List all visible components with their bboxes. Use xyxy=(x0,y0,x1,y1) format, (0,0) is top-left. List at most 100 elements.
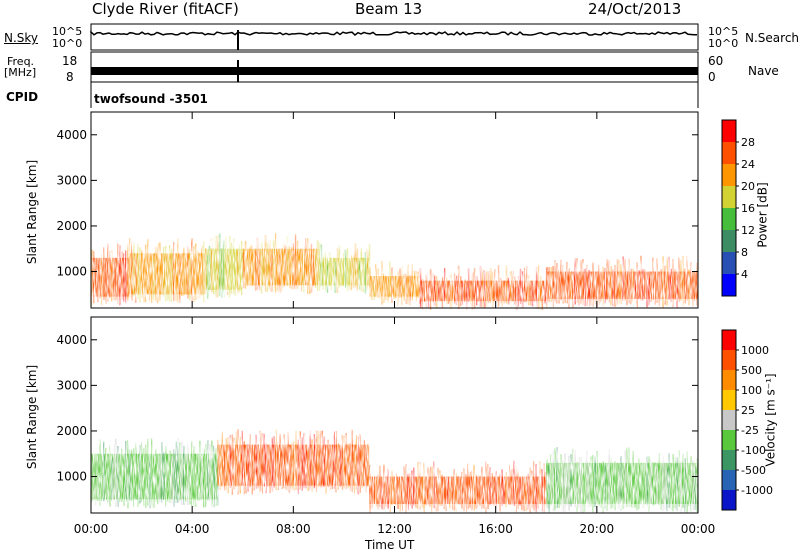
heatmap-strand xyxy=(425,274,428,308)
colorbar-tick-label: 500 xyxy=(741,364,762,377)
heatmap-strand xyxy=(379,281,381,300)
heatmap-strand xyxy=(531,470,533,509)
heatmap-strand xyxy=(375,477,377,507)
heatmap-strand xyxy=(314,253,317,288)
heatmap-strand xyxy=(99,439,101,507)
heatmap-strand xyxy=(346,247,349,292)
heatmap-strand xyxy=(233,437,236,490)
heatmap-strand xyxy=(640,255,642,301)
heatmap-strand xyxy=(666,257,668,306)
heatmap-strand xyxy=(529,285,532,306)
heatmap-strand xyxy=(336,248,339,294)
heatmap-strand xyxy=(347,443,350,489)
heatmap-strand xyxy=(417,461,419,510)
heatmap-strand xyxy=(592,262,594,307)
heatmap-strand xyxy=(684,458,686,513)
heatmap-strand xyxy=(660,467,662,510)
heatmap-strand xyxy=(259,430,262,492)
heatmap-strand xyxy=(678,257,680,302)
heatmap-strand xyxy=(323,436,326,488)
heatmap-strand xyxy=(485,271,488,307)
heatmap-strand xyxy=(457,265,460,310)
heatmap-strand xyxy=(399,268,401,298)
colorbar-segment xyxy=(722,490,736,510)
heatmap-strand xyxy=(269,451,272,494)
heatmap-strand xyxy=(198,258,201,298)
colorbar-tick-label: 16 xyxy=(741,202,755,215)
heatmap-strand xyxy=(295,430,298,490)
heatmap-strand xyxy=(101,254,103,306)
heatmap-strand xyxy=(141,442,143,502)
heatmap-strand xyxy=(646,272,648,308)
heatmap-strand xyxy=(431,466,433,513)
heatmap-strand xyxy=(157,459,159,505)
heatmap-strand xyxy=(521,479,523,511)
colorbar-tick-label: -100 xyxy=(741,444,766,457)
heatmap-strand xyxy=(493,269,496,302)
heatmap-strand xyxy=(383,273,385,303)
heatmap-strand xyxy=(586,451,588,506)
heatmap-strand xyxy=(429,268,432,310)
heatmap-strand xyxy=(355,435,358,490)
heatmap-strand xyxy=(181,441,183,505)
heatmap-strand xyxy=(634,273,636,299)
heatmap-strand xyxy=(109,445,111,507)
heatmap-strand xyxy=(161,442,163,503)
heatmap-strand xyxy=(445,479,447,512)
colorbar-segment xyxy=(722,142,736,164)
heatmap-strand xyxy=(606,259,608,301)
heatmap-strand xyxy=(602,461,604,513)
heatmap-strand xyxy=(123,253,125,302)
heatmap-strand xyxy=(421,278,424,310)
heatmap-strand xyxy=(111,458,113,501)
heatmap-strand xyxy=(409,275,411,306)
nsearch-tick-top: 10^5 xyxy=(708,25,739,38)
heatmap-strand xyxy=(654,462,656,505)
heatmap-strand xyxy=(483,270,486,308)
heatmap-strand xyxy=(200,245,203,296)
heatmap-strand xyxy=(254,251,257,291)
heatmap-strand xyxy=(319,430,322,488)
heatmap-strand xyxy=(475,474,477,509)
heatmap-strand xyxy=(353,449,356,494)
heatmap-strand xyxy=(310,243,313,293)
heatmap-strand xyxy=(369,266,371,298)
heatmap-strand xyxy=(467,268,470,302)
heatmap-strand xyxy=(497,265,500,307)
heatmap-strand xyxy=(247,443,250,492)
colorbar-tick-label: 4 xyxy=(741,268,748,281)
heatmap-strand xyxy=(562,460,564,513)
heatmap-strand xyxy=(237,429,240,495)
heatmap-strand xyxy=(425,477,427,506)
heatmap-strand xyxy=(165,446,167,507)
heatmap-strand xyxy=(676,457,678,511)
heatmap-strand xyxy=(690,262,692,300)
heatmap-strand xyxy=(360,247,363,292)
heatmap-strand xyxy=(358,260,361,290)
heatmap-strand xyxy=(236,249,239,296)
heatmap-strand xyxy=(287,432,290,493)
heatmap-strand xyxy=(397,271,399,306)
heatmap-strand xyxy=(182,247,185,296)
heatmap-strand xyxy=(307,449,310,491)
heatmap-strand xyxy=(676,278,678,308)
heatmap-strand xyxy=(407,264,409,305)
heatmap-strand xyxy=(636,463,638,511)
heatmap-strand xyxy=(288,245,291,289)
heatmap-strand xyxy=(451,480,453,510)
heatmap-strand xyxy=(664,265,666,305)
colorbar-tick-label: 25 xyxy=(741,404,755,417)
heatmap-strand xyxy=(140,250,143,298)
heatmap-strand xyxy=(375,264,377,298)
heatmap-strand xyxy=(618,468,620,509)
nsearch-tick-bottom: 10^0 xyxy=(708,37,739,50)
heatmap-strand xyxy=(150,255,153,303)
heatmap-strand xyxy=(243,441,246,495)
heatmap-strand xyxy=(511,469,513,505)
heatmap-strand xyxy=(515,465,517,513)
y-tick-label: 2000 xyxy=(56,424,87,438)
heatmap-strand xyxy=(399,480,401,512)
heatmap-strand xyxy=(222,240,225,298)
heatmap-strand xyxy=(429,466,431,507)
heatmap-strand xyxy=(345,432,348,490)
